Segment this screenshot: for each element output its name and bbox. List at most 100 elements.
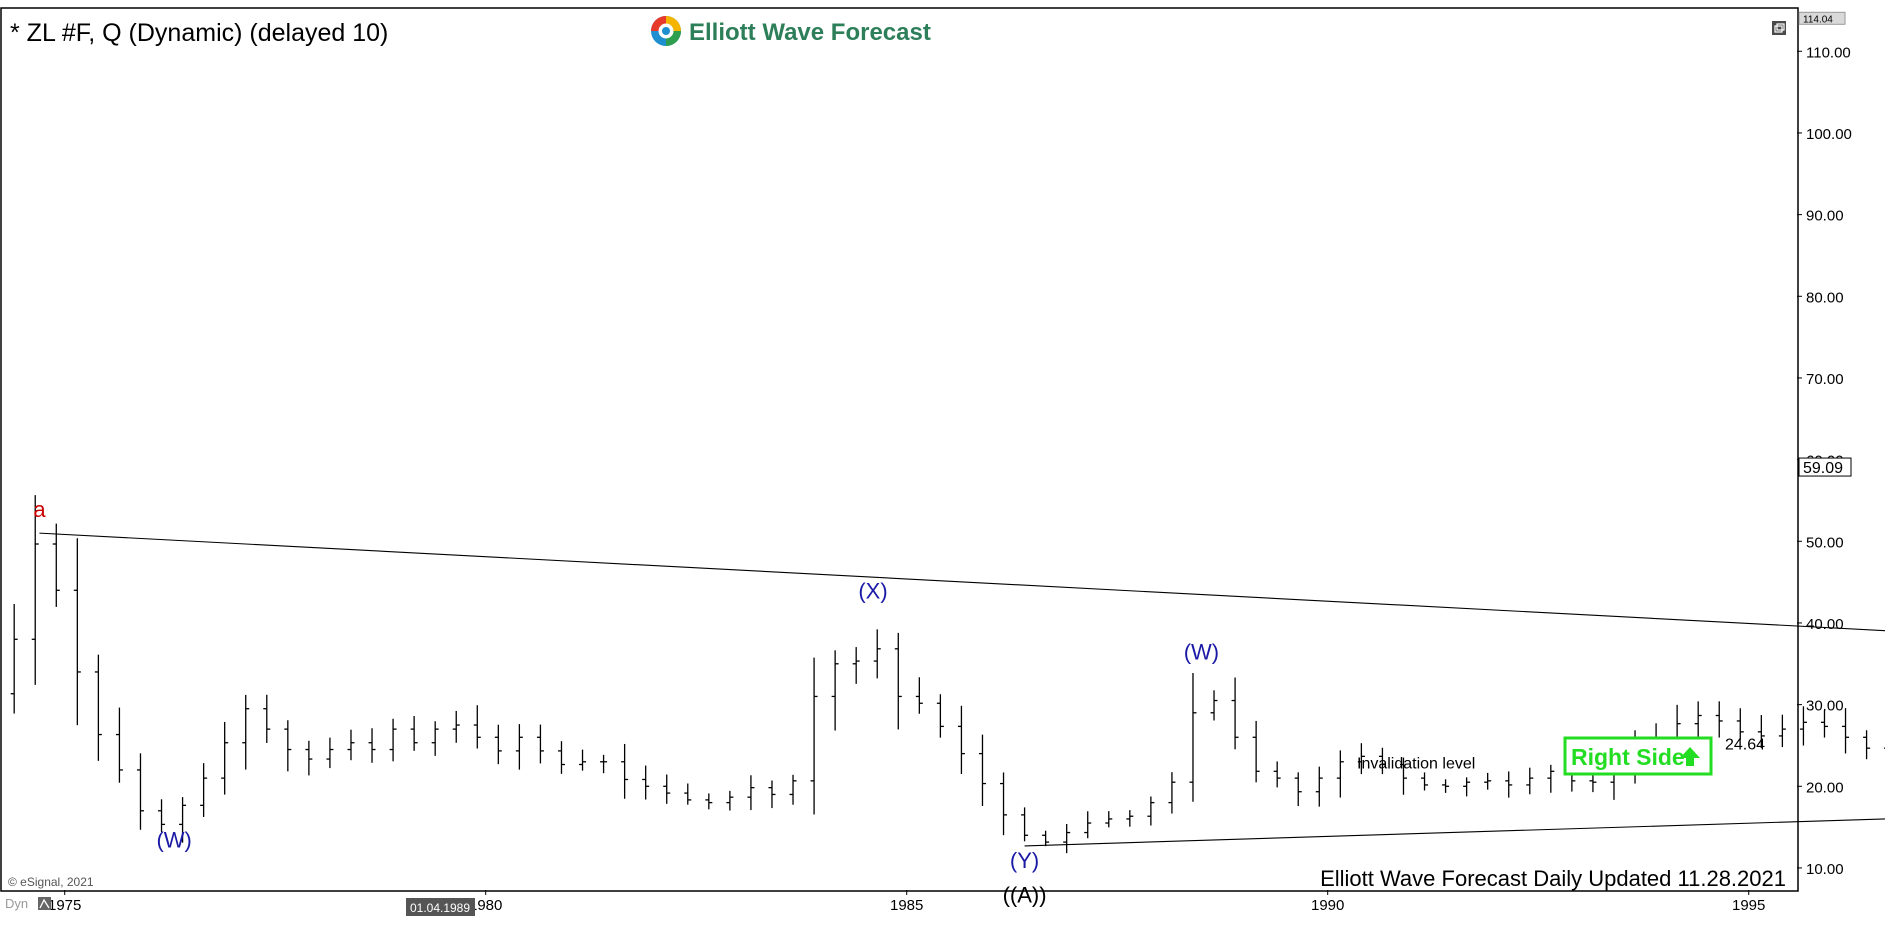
cursor-date-box bbox=[406, 898, 475, 916]
price-bar bbox=[1442, 779, 1450, 793]
trendlines bbox=[39, 532, 1885, 847]
price-bar bbox=[557, 741, 565, 774]
x-tick-label: 1980 bbox=[469, 897, 502, 914]
price-bar bbox=[747, 775, 755, 811]
price-bar bbox=[536, 724, 544, 764]
price-bar bbox=[642, 765, 650, 800]
price-bar bbox=[452, 710, 460, 743]
price-bar bbox=[1042, 830, 1050, 847]
price-bar bbox=[200, 763, 208, 817]
price-bar bbox=[1547, 764, 1555, 793]
price-bar bbox=[1189, 673, 1197, 802]
price-bar bbox=[1505, 771, 1513, 798]
brand-name: Elliott Wave Forecast bbox=[689, 19, 931, 46]
wave-label: a bbox=[33, 497, 46, 522]
y-tick-label: 10.00 bbox=[1806, 861, 1844, 878]
price-bar bbox=[936, 694, 944, 738]
price-bar bbox=[915, 677, 923, 714]
wave-label: (W) bbox=[1184, 640, 1219, 665]
y-axis: 10.0020.0030.0040.0050.0060.0070.0080.00… bbox=[1797, 11, 1852, 878]
price-bar bbox=[831, 650, 839, 731]
price-bar bbox=[284, 720, 292, 772]
price-bar bbox=[1778, 714, 1786, 748]
price-bar bbox=[600, 754, 608, 774]
price-bar bbox=[1526, 767, 1534, 795]
symbol-title: * ZL #F, Q (Dynamic) (delayed 10) bbox=[10, 19, 388, 47]
ohlc-bars bbox=[10, 495, 1885, 854]
price-bar bbox=[768, 780, 776, 809]
price-bar bbox=[1273, 761, 1281, 788]
price-bar bbox=[579, 749, 587, 771]
trendline-triangle-lower bbox=[1024, 818, 1885, 847]
up-arrow-icon bbox=[1680, 747, 1700, 766]
invalidation-value: 24.64 bbox=[1725, 736, 1765, 753]
dyn-indicator[interactable]: Dyn bbox=[5, 896, 51, 911]
price-bar bbox=[705, 793, 713, 810]
price-bar bbox=[10, 603, 18, 714]
price-bar bbox=[410, 716, 418, 751]
x-tick-label: 1995 bbox=[1732, 897, 1765, 914]
dyn-icon bbox=[38, 897, 51, 910]
x-axis: 1975198019851990199520002005201020152020 bbox=[48, 890, 1765, 914]
cursor-date: 01.04.1989 bbox=[410, 901, 470, 915]
price-bar bbox=[873, 629, 881, 679]
price-bar bbox=[1799, 706, 1807, 746]
top-price-tag: 114.04 bbox=[1803, 14, 1833, 25]
price-bar bbox=[515, 724, 523, 770]
wave-label: (X) bbox=[858, 578, 887, 603]
invalidation-label: Invalidation level bbox=[1357, 755, 1475, 772]
x-tick-label: 1985 bbox=[890, 897, 923, 914]
price-bar bbox=[115, 707, 123, 783]
price-bar bbox=[221, 721, 229, 795]
y-tick-label: 20.00 bbox=[1806, 779, 1844, 796]
wave-label: (Y) bbox=[1010, 848, 1039, 873]
price-bar bbox=[810, 657, 818, 815]
dyn-label: Dyn bbox=[5, 896, 28, 911]
y-tick-label: 40.00 bbox=[1806, 616, 1844, 633]
right-side-label: Right Side bbox=[1571, 744, 1685, 770]
price-bar bbox=[663, 774, 671, 804]
price-bar bbox=[684, 783, 692, 805]
restore-window-button[interactable] bbox=[1772, 21, 1786, 35]
price-bar bbox=[1000, 772, 1008, 836]
price-bar bbox=[894, 632, 902, 730]
last-price-box bbox=[1798, 457, 1852, 477]
wave-labels: a(W)(X)(Y)((A))(W)(X)((B))(Y)((C))((D))(… bbox=[33, 497, 1219, 907]
price-bar bbox=[1484, 772, 1492, 790]
price-bar bbox=[1210, 690, 1218, 721]
price-bar bbox=[1063, 823, 1071, 854]
price-bar bbox=[368, 728, 376, 763]
y-tick-label: 110.00 bbox=[1806, 44, 1851, 61]
y-tick-label: 50.00 bbox=[1806, 534, 1844, 551]
price-bar bbox=[305, 740, 313, 776]
price-bar bbox=[1294, 772, 1302, 807]
invalidation-level: Invalidation level 24.64 bbox=[1357, 736, 1765, 772]
price-bar bbox=[1399, 757, 1407, 795]
price-bar bbox=[1021, 807, 1029, 842]
price-bar bbox=[1357, 743, 1365, 775]
price-bar bbox=[1463, 777, 1471, 797]
price-bar bbox=[1421, 772, 1429, 791]
price-bar bbox=[389, 718, 397, 762]
wave-label: (W) bbox=[156, 828, 191, 853]
price-bar bbox=[621, 743, 629, 799]
price-bar bbox=[242, 694, 250, 770]
price-bar bbox=[263, 694, 271, 743]
price-bar bbox=[726, 790, 734, 811]
price-bar bbox=[1147, 796, 1155, 826]
price-bar bbox=[957, 705, 965, 775]
price-bar bbox=[1231, 677, 1239, 750]
price-bar bbox=[978, 734, 986, 806]
y-tick-label: 100.00 bbox=[1806, 126, 1852, 143]
price-bar bbox=[1084, 811, 1092, 839]
price-bar bbox=[326, 737, 334, 769]
price-bar bbox=[136, 753, 144, 830]
price-bar bbox=[852, 647, 860, 684]
wave-label: ((A)) bbox=[1003, 882, 1047, 907]
x-tick-label: 1990 bbox=[1311, 897, 1344, 914]
price-bar bbox=[431, 721, 439, 756]
price-bar bbox=[31, 495, 39, 685]
